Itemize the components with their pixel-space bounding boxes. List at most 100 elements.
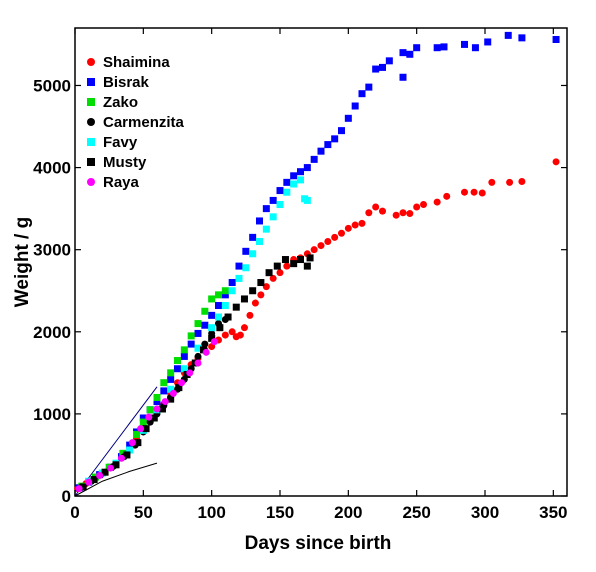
data-point xyxy=(85,478,93,486)
data-point xyxy=(262,205,270,213)
data-point xyxy=(372,203,380,211)
data-point xyxy=(90,476,98,484)
data-point xyxy=(358,219,366,227)
data-point xyxy=(224,313,232,321)
data-point xyxy=(324,237,332,245)
data-point xyxy=(385,57,393,65)
data-point xyxy=(246,311,254,319)
data-point xyxy=(180,365,188,373)
data-point xyxy=(440,43,448,51)
data-point xyxy=(471,44,479,52)
data-point xyxy=(433,44,441,52)
legend-entry-carmenzita: Carmenzita xyxy=(87,114,185,131)
data-point xyxy=(137,425,145,433)
data-point xyxy=(297,168,304,176)
data-point xyxy=(160,387,168,395)
data-point xyxy=(317,242,325,250)
legend-label: Bisrak xyxy=(103,74,150,91)
legend: Shaimina Bisrak Zako Carmenzita Favy Musty Ray… xyxy=(87,54,185,191)
data-point xyxy=(161,398,169,406)
data-point xyxy=(180,352,188,360)
data-point xyxy=(478,189,486,197)
legend-label: Carmenzita xyxy=(103,114,185,131)
reference-line-2 xyxy=(74,462,158,497)
data-point xyxy=(169,389,177,397)
data-point xyxy=(232,303,240,311)
data-point xyxy=(552,158,560,166)
data-point xyxy=(281,256,289,264)
data-point xyxy=(552,35,560,43)
data-point xyxy=(297,256,304,264)
series-raya xyxy=(75,338,218,493)
data-point xyxy=(249,233,257,241)
data-point xyxy=(518,178,526,186)
data-point xyxy=(257,291,265,299)
data-point xyxy=(215,291,222,299)
data-point xyxy=(221,291,229,299)
data-point xyxy=(399,49,407,57)
data-point xyxy=(208,295,216,303)
data-point xyxy=(201,321,209,329)
data-point xyxy=(290,180,298,188)
data-point xyxy=(310,246,318,254)
data-point xyxy=(344,224,352,232)
data-point xyxy=(365,209,373,217)
data-point xyxy=(251,299,259,307)
data-point xyxy=(107,464,115,472)
data-point xyxy=(242,264,250,272)
data-point xyxy=(297,176,304,184)
data-point xyxy=(158,405,166,413)
data-point xyxy=(167,385,175,393)
data-point xyxy=(160,379,168,387)
data-point xyxy=(194,359,202,367)
data-point xyxy=(379,207,386,215)
data-point xyxy=(240,324,248,332)
data-point xyxy=(256,217,263,225)
data-series xyxy=(74,31,560,493)
data-point xyxy=(235,274,243,282)
data-point xyxy=(406,210,414,218)
data-point xyxy=(145,413,153,421)
data-point xyxy=(139,418,147,426)
data-point xyxy=(221,302,229,310)
data-point xyxy=(175,384,183,392)
y-tick-label: 1000 xyxy=(33,405,71,424)
plot-frame xyxy=(74,27,568,497)
data-point xyxy=(153,393,161,401)
data-point xyxy=(420,201,427,209)
legend-entry-zako: Zako xyxy=(87,94,138,111)
legend-entry-shaimina: Shaimina xyxy=(87,54,170,71)
data-point xyxy=(317,147,325,155)
data-point xyxy=(484,38,492,46)
data-point xyxy=(126,446,134,454)
data-point xyxy=(269,274,277,282)
data-point xyxy=(351,102,359,110)
data-point xyxy=(228,279,236,287)
legend-entry-musty: Musty xyxy=(87,154,147,171)
legend-marker xyxy=(87,58,95,66)
data-point xyxy=(283,262,291,270)
data-point xyxy=(210,338,218,346)
data-point xyxy=(174,357,181,365)
data-point xyxy=(153,398,161,406)
x-axis-title: Days since birth xyxy=(245,533,392,554)
data-point xyxy=(236,331,244,339)
x-tick-label: 0 xyxy=(70,503,79,522)
data-point xyxy=(134,439,142,447)
data-point xyxy=(79,483,87,491)
data-point xyxy=(461,40,468,48)
data-point xyxy=(167,375,175,383)
y-tick-label: 5000 xyxy=(33,76,71,95)
data-point xyxy=(413,203,421,211)
data-point xyxy=(126,441,134,449)
data-point xyxy=(443,192,451,200)
data-point xyxy=(310,155,318,163)
data-point xyxy=(146,406,154,414)
data-point xyxy=(399,209,407,217)
data-point xyxy=(194,320,202,328)
data-point xyxy=(331,135,339,143)
legend-entry-bisrak: Bisrak xyxy=(87,74,150,91)
data-point xyxy=(365,83,373,91)
data-point xyxy=(461,188,468,196)
legend-label: Raya xyxy=(103,174,140,191)
